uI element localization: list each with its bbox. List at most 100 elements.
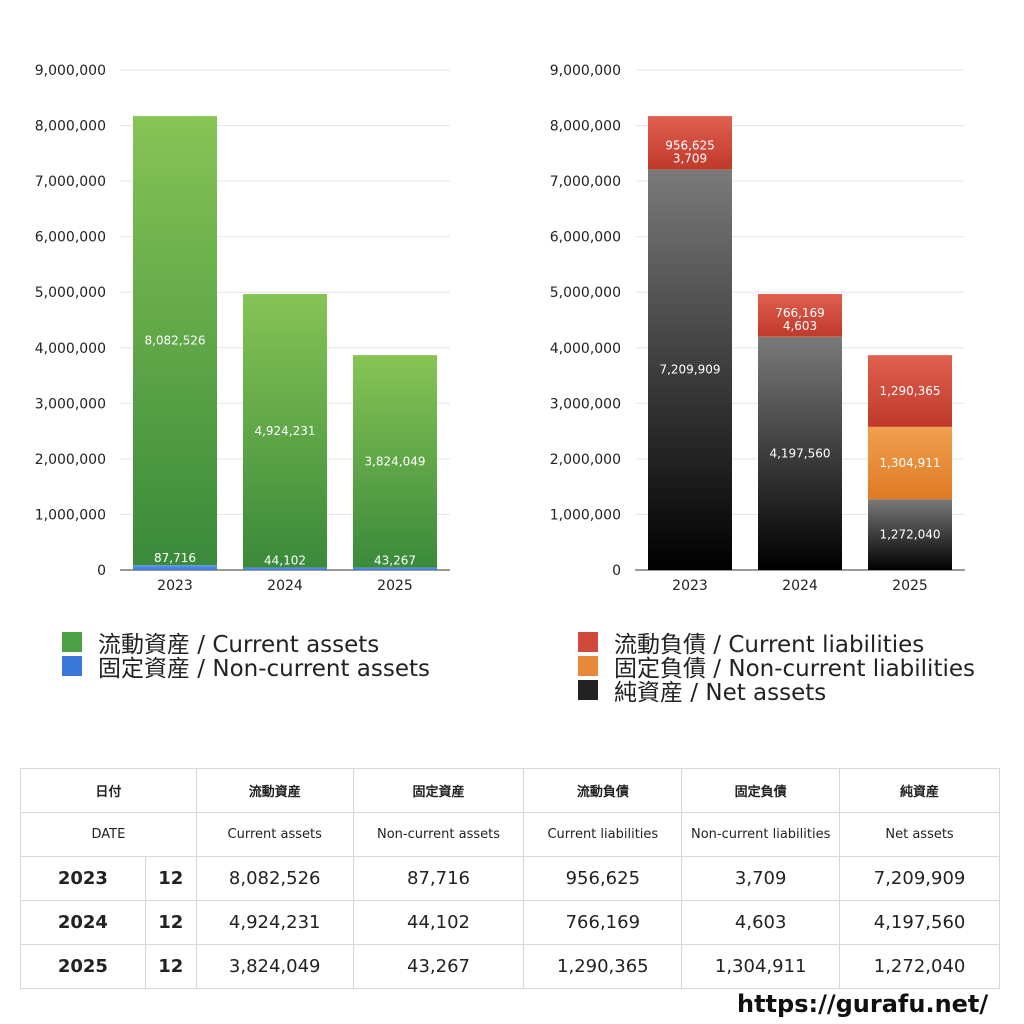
x-tick-label: 2023 xyxy=(672,578,708,594)
data-label: 1,290,365 xyxy=(879,384,940,398)
legend-label: 流動負債 / Current liabilities xyxy=(614,632,925,658)
y-tick-label: 6,000,000 xyxy=(550,230,621,246)
data-label: 1,304,911 xyxy=(879,456,940,470)
data-label: 1,272,040 xyxy=(879,528,940,542)
y-tick-label: 5,000,000 xyxy=(35,285,106,301)
x-tick-label: 2025 xyxy=(377,578,413,594)
cell-non-current-assets: 44,102 xyxy=(352,900,525,945)
table-row: 2025 12 3,824,049 43,267 1,290,365 1,304… xyxy=(20,944,1000,989)
subheader-date: DATE xyxy=(20,812,197,857)
legend-swatch xyxy=(62,656,82,676)
bar-segment xyxy=(133,116,217,566)
row-month: 12 xyxy=(144,900,197,945)
y-tick-label: 8,000,000 xyxy=(550,119,621,135)
row-year: 2024 xyxy=(20,900,146,945)
subheader-non-current-assets: Non-current assets xyxy=(352,812,525,857)
y-tick-label: 9,000,000 xyxy=(35,63,106,79)
legend-swatch xyxy=(62,632,82,652)
liabilities-net-assets-chart: 0 1,000,000 2,000,000 3,000,000 4,000,000 5,0… xyxy=(535,55,995,600)
y-tick-label: 4,000,000 xyxy=(550,341,621,357)
y-tick-label: 8,000,000 xyxy=(35,119,106,135)
bar-segment xyxy=(648,169,732,570)
table-row: 2023 12 8,082,526 87,716 956,625 3,709 7… xyxy=(20,856,1000,901)
y-tick-label: 2,000,000 xyxy=(550,452,621,468)
cell-net-assets: 7,209,909 xyxy=(839,856,1000,901)
y-tick-label: 7,000,000 xyxy=(550,174,621,190)
y-tick-label: 3,000,000 xyxy=(35,396,106,412)
y-tick-label: 2,000,000 xyxy=(35,452,106,468)
cell-non-current-liabilities: 3,709 xyxy=(681,856,841,901)
cell-net-assets: 1,272,040 xyxy=(839,944,1000,989)
legend-item-non-current-assets: 固定資産 / Non-current assets xyxy=(62,654,430,682)
balance-sheet-table: 日付 流動資産 固定資産 流動負債 固定負債 純資産 DATE Current … xyxy=(20,768,1000,989)
subheader-current-assets: Current assets xyxy=(195,812,354,857)
x-tick-label: 2024 xyxy=(267,578,303,594)
cell-non-current-liabilities: 4,603 xyxy=(681,900,841,945)
header-current-assets: 流動資産 xyxy=(195,768,354,813)
assets-chart: 0 1,000,000 2,000,000 3,000,000 4,000,000 5,0… xyxy=(20,55,480,600)
data-label: 766,169 xyxy=(775,306,825,320)
data-label: 43,267 xyxy=(374,554,416,568)
cell-non-current-assets: 87,716 xyxy=(352,856,525,901)
data-label: 87,716 xyxy=(154,551,196,565)
y-tick-label: 9,000,000 xyxy=(550,63,621,79)
bar-segment xyxy=(868,499,952,570)
data-label: 8,082,526 xyxy=(144,334,205,348)
x-tick-label: 2025 xyxy=(892,578,928,594)
row-year: 2025 xyxy=(20,944,146,989)
legend-item-current-assets: 流動資産 / Current assets xyxy=(62,630,430,658)
y-tick-label: 0 xyxy=(97,563,106,579)
y-tick-label: 7,000,000 xyxy=(35,174,106,190)
table-subheader-row: DATE Current assets Non-current assets C… xyxy=(20,812,1000,857)
chart-svg: 0 1,000,000 2,000,000 3,000,000 4,000,000 5,0… xyxy=(550,63,965,594)
table-row: 2024 12 4,924,231 44,102 766,169 4,603 4… xyxy=(20,900,1000,945)
subheader-non-current-liabilities: Non-current liabilities xyxy=(681,812,841,857)
chart-svg: 0 1,000,000 2,000,000 3,000,000 4,000,000 5,0… xyxy=(35,63,450,594)
bar-segment xyxy=(758,336,842,570)
row-year: 2023 xyxy=(20,856,146,901)
liabilities-legend: 流動負債 / Current liabilities 固定負債 / Non-cu… xyxy=(578,630,975,706)
y-tick-label: 1,000,000 xyxy=(35,507,106,523)
data-label: 4,603 xyxy=(783,319,817,333)
assets-legend: 流動資産 / Current assets 固定資産 / Non-current… xyxy=(62,630,430,682)
subheader-current-liabilities: Current liabilities xyxy=(523,812,683,857)
data-label: 44,102 xyxy=(264,554,306,568)
bar-segment xyxy=(868,355,952,427)
data-label: 4,924,231 xyxy=(254,424,315,438)
data-label: 7,209,909 xyxy=(659,363,720,377)
legend-label: 流動資産 / Current assets xyxy=(98,632,380,658)
bar-segment xyxy=(243,567,327,570)
bar-segment xyxy=(353,355,437,568)
y-tick-label: 1,000,000 xyxy=(550,507,621,523)
header-current-liabilities: 流動負債 xyxy=(523,768,683,813)
cell-current-liabilities: 766,169 xyxy=(523,900,683,945)
cell-current-assets: 8,082,526 xyxy=(195,856,354,901)
bar-segment xyxy=(868,426,952,500)
subheader-net-assets: Net assets xyxy=(839,812,1000,857)
legend-label: 固定負債 / Non-current liabilities xyxy=(614,656,975,682)
bar-segment xyxy=(648,116,732,170)
y-tick-label: 6,000,000 xyxy=(35,230,106,246)
legend-item-net-assets: 純資産 / Net assets xyxy=(578,678,975,706)
row-month: 12 xyxy=(144,944,197,989)
legend-swatch xyxy=(578,680,598,700)
bar-segment xyxy=(758,293,842,337)
header-non-current-assets: 固定資産 xyxy=(352,768,525,813)
bar-segment xyxy=(243,293,327,568)
x-tick-label: 2024 xyxy=(782,578,818,594)
y-tick-label: 3,000,000 xyxy=(550,396,621,412)
data-label: 4,197,560 xyxy=(769,446,830,460)
legend-label: 純資産 / Net assets xyxy=(614,680,827,706)
y-tick-label: 5,000,000 xyxy=(550,285,621,301)
cell-current-liabilities: 956,625 xyxy=(523,856,683,901)
data-label: 3,824,049 xyxy=(364,454,425,468)
cell-non-current-liabilities: 1,304,911 xyxy=(681,944,841,989)
header-date: 日付 xyxy=(20,768,197,813)
header-net-assets: 純資産 xyxy=(839,768,1000,813)
cell-current-assets: 3,824,049 xyxy=(195,944,354,989)
data-label: 3,709 xyxy=(673,151,707,165)
data-label: 956,625 xyxy=(665,138,715,152)
x-tick-label: 2023 xyxy=(157,578,193,594)
legend-swatch xyxy=(578,656,598,676)
legend-item-non-current-liabilities: 固定負債 / Non-current liabilities xyxy=(578,654,975,682)
